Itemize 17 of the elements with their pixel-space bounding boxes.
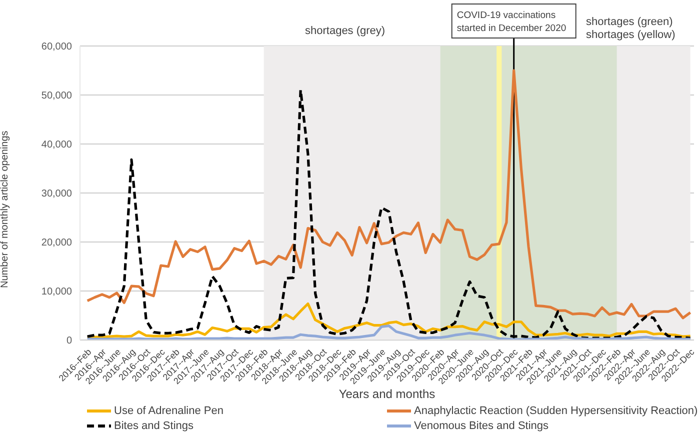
ref-line-label: COVID-19 vaccinations started in December 2020 <box>456 10 566 34</box>
y-tick-label: 0 <box>66 336 72 347</box>
legend-label: Bites and Stings <box>114 420 194 432</box>
y-tick-label: 40,000 <box>41 140 72 151</box>
text: shortages (grey) <box>305 25 386 37</box>
y-tick-label: 60,000 <box>41 42 72 53</box>
y-tick-label: 20,000 <box>41 238 72 249</box>
x-axis-title: Years and months <box>338 387 436 401</box>
legend-label: Anaphylactic Reaction (Sudden Hypersensitivity Reaction) <box>414 405 698 417</box>
text: shortages (green) <box>586 16 673 28</box>
y-axis-title: Number of monthly article openings <box>0 130 11 288</box>
y-tick-label: 30,000 <box>41 188 72 200</box>
y-tick-label: 50,000 <box>41 90 72 102</box>
y-tick-label: 10,000 <box>41 286 72 298</box>
legend-label: Venomous Bites and Stings <box>414 420 549 432</box>
text: shortages (yellow) <box>586 29 676 41</box>
legend-label: Use of Adrenaline Pen <box>114 405 224 417</box>
